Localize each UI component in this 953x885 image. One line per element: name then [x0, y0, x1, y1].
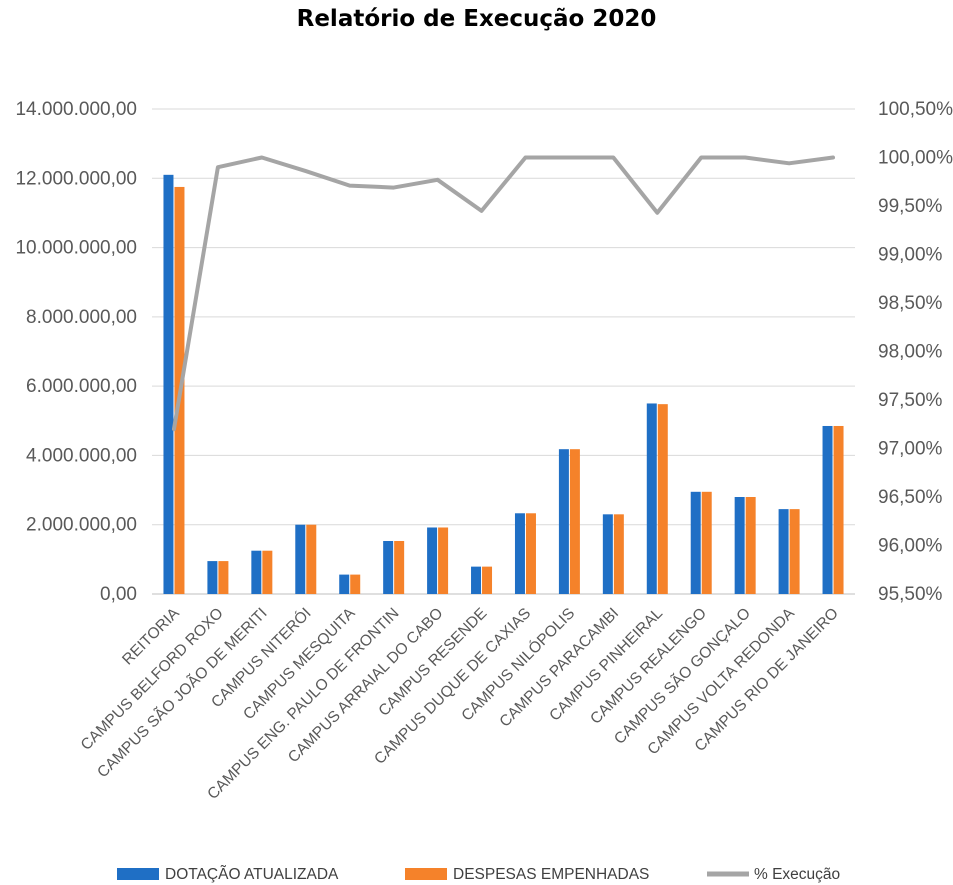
- left-axis-tick-label: 2.000.000,00: [26, 515, 137, 536]
- bar-despesas: [306, 524, 317, 594]
- bar-dotacao: [251, 550, 262, 594]
- right-axis-tick-label: 99,00%: [878, 245, 943, 266]
- left-axis-tick-label: 4.000.000,00: [26, 445, 137, 466]
- bar-dotacao: [778, 509, 789, 594]
- left-axis-tick-label: 6.000.000,00: [26, 376, 137, 397]
- bar-dotacao: [471, 566, 482, 594]
- left-axis-tick-label: 8.000.000,00: [26, 307, 137, 328]
- legend-label: % Execução: [754, 866, 840, 883]
- bar-despesas: [833, 425, 844, 594]
- chart-title: Relatório de Execução 2020: [296, 6, 657, 32]
- left-axis-tick-label: 10.000.000,00: [15, 238, 137, 259]
- right-axis-tick-label: 98,00%: [878, 342, 943, 363]
- right-axis-tick-label: 100,50%: [878, 99, 953, 120]
- bar-series: [163, 174, 844, 595]
- bar-despesas: [569, 449, 580, 594]
- bar-dotacao: [295, 524, 306, 594]
- bar-dotacao: [163, 174, 174, 595]
- right-axis-tick-label: 96,00%: [878, 536, 943, 557]
- legend: DOTAÇÃO ATUALIZADA DESPESAS EMPENHADAS % E…: [117, 866, 840, 883]
- left-axis-tick-label: 12.000.000,00: [15, 168, 137, 189]
- bar-dotacao: [646, 403, 657, 594]
- bar-dotacao: [602, 514, 613, 594]
- right-axis-tick-label: 95,50%: [878, 584, 943, 605]
- bar-despesas: [218, 561, 229, 594]
- line-series: [171, 155, 836, 432]
- bar-despesas: [745, 497, 756, 594]
- bar-despesas: [701, 491, 712, 594]
- right-axis-tick-label: 99,50%: [878, 196, 943, 217]
- bar-despesas: [482, 566, 493, 594]
- left-axis-tick-labels: 0,00 2.000.000,00 4.000.000,00 6.000.000,00…: [15, 99, 137, 605]
- bar-dotacao: [690, 491, 701, 594]
- right-axis-tick-label: 96,50%: [878, 487, 943, 508]
- bar-despesas: [657, 404, 668, 594]
- bar-dotacao: [427, 527, 438, 594]
- bar-despesas: [789, 509, 800, 594]
- bar-despesas: [350, 574, 361, 594]
- right-axis-tick-labels: 95,50% 96,00% 96,50% 97,00% 97,50% 98,00% 98,5…: [878, 99, 953, 605]
- right-axis-tick-label: 97,00%: [878, 439, 943, 460]
- bar-dotacao: [207, 561, 218, 594]
- legend-swatch: [117, 868, 159, 880]
- bar-despesas: [613, 514, 624, 594]
- left-axis-tick-label: 0,00: [100, 584, 137, 605]
- bar-despesas: [525, 513, 536, 594]
- bar-dotacao: [339, 574, 350, 594]
- legend-label: DESPESAS EMPENHADAS: [453, 866, 649, 883]
- bar-dotacao: [558, 449, 569, 594]
- bar-dotacao: [514, 513, 525, 594]
- legend-swatch: [405, 868, 447, 880]
- bar-despesas: [394, 540, 405, 594]
- bar-dotacao: [734, 497, 745, 594]
- left-axis-tick-label: 14.000.000,00: [15, 99, 137, 120]
- right-axis-tick-label: 100,00%: [878, 148, 953, 169]
- right-axis-tick-label: 97,50%: [878, 390, 943, 411]
- legend-label: DOTAÇÃO ATUALIZADA: [165, 866, 339, 883]
- bar-dotacao: [822, 425, 833, 594]
- bar-despesas: [438, 527, 449, 594]
- bar-dotacao: [383, 540, 394, 594]
- execucao-line: [171, 155, 836, 432]
- bar-despesas: [262, 550, 273, 594]
- right-axis-tick-label: 98,50%: [878, 293, 943, 314]
